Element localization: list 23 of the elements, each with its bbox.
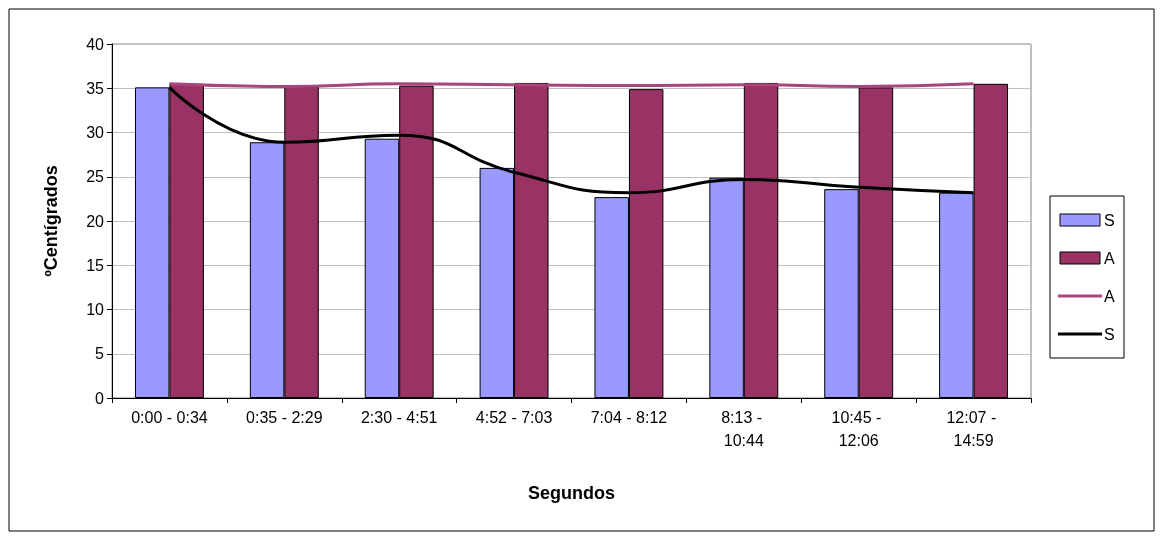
x-tick-label: 0:35 - 2:29	[246, 409, 323, 426]
x-tick-label: 7:04 - 8:12	[590, 409, 668, 426]
y-tick-label: 10	[86, 301, 105, 318]
y-axis-title: ºCentígrados	[41, 165, 61, 277]
y-tick-label: 25	[86, 168, 105, 186]
x-tick-label: 8:13 - 10:44	[721, 409, 767, 449]
y-tick-label: 30	[86, 124, 105, 141]
x-tick-label: 10:45 - 12:06	[831, 409, 886, 449]
x-tick-label: 2:30 - 4:51	[360, 409, 438, 426]
legend-label: A	[1104, 249, 1115, 267]
x-tick-label: 4:52 - 7:03	[475, 409, 553, 426]
x-tick-label: 0:00 - 0:34	[131, 409, 208, 426]
legend-label: S	[1104, 211, 1115, 229]
y-tick-label: 0	[95, 389, 105, 407]
y-tick-label: 40	[86, 35, 105, 53]
y-tick-label: 20	[86, 212, 105, 230]
y-tick-label: 5	[95, 345, 105, 363]
x-axis-title: Segundos	[527, 483, 616, 503]
y-tick-label: 35	[86, 79, 105, 97]
y-tick-label: 15	[86, 256, 105, 274]
legend-label: S	[1104, 325, 1115, 343]
legend-label: A	[1104, 287, 1115, 305]
x-tick-label: 12:07 - 14:59	[946, 409, 1001, 449]
